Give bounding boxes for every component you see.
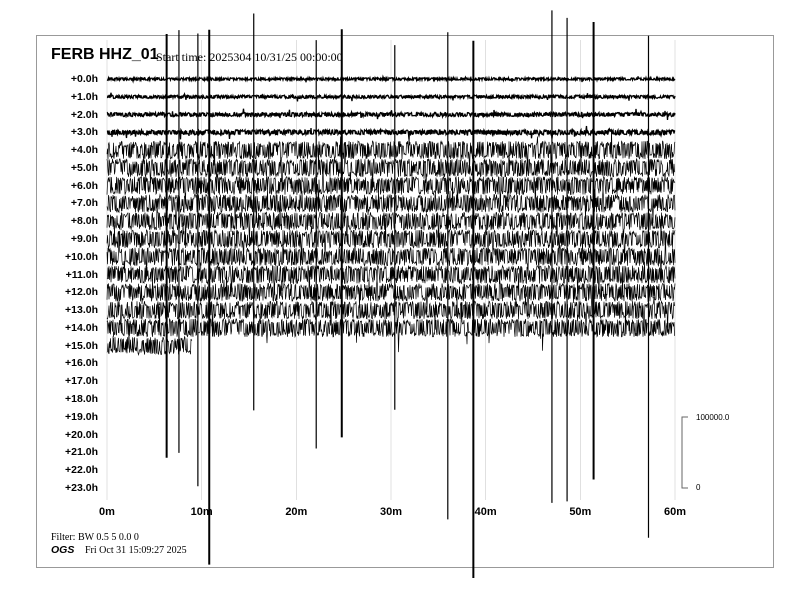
trace-row-3 <box>106 125 676 140</box>
plot-frame <box>36 35 774 568</box>
trace-row-13 <box>106 293 676 337</box>
trace-row-14 <box>106 301 675 353</box>
trace-row-6 <box>106 161 676 212</box>
trace-row-2 <box>106 108 676 120</box>
row-label: +20.0h <box>65 428 98 441</box>
row-label: +12.0h <box>65 286 98 299</box>
station-title: FERB HHZ_01 <box>51 46 159 63</box>
x-tick-label: 50m <box>569 506 592 518</box>
row-label: +16.0h <box>65 357 98 370</box>
org-label: OGS <box>51 544 75 556</box>
row-label: +2.0h <box>70 108 98 121</box>
x-tick-label: 30m <box>379 506 403 518</box>
row-label: +9.0h <box>70 233 98 246</box>
row-label: +1.0h <box>70 90 98 103</box>
row-label: +19.0h <box>65 410 98 423</box>
trace-row-10 <box>106 230 676 283</box>
start-time: Start time: 2025304 10/31/25 00:00:00 <box>156 50 343 64</box>
row-label: +23.0h <box>65 481 98 494</box>
row-label: +3.0h <box>70 126 98 139</box>
row-label: +4.0h <box>70 144 98 157</box>
row-label: +0.0h <box>70 73 98 85</box>
x-tick-label: 40m <box>474 506 497 518</box>
row-label: +5.0h <box>70 161 98 174</box>
row-label: +6.0h <box>70 179 98 192</box>
x-tick-label: 20m <box>285 506 308 518</box>
x-tick-label: 60m <box>663 506 687 518</box>
trace-row-0 <box>106 74 676 84</box>
trace-row-11 <box>106 259 676 296</box>
filter-text: Filter: BW 0.5 5 0.0 0 <box>51 532 139 543</box>
x-tick-label: 10m <box>190 506 213 518</box>
scale-top-label: 100000.0 <box>696 413 730 422</box>
row-label: +11.0h <box>65 268 98 281</box>
row-label: +22.0h <box>65 464 98 477</box>
row-label: +10.0h <box>65 250 98 263</box>
row-label: +17.0h <box>65 375 98 388</box>
trace-row-4 <box>106 128 676 173</box>
print-date: Fri Oct 31 15:09:27 2025 <box>85 545 187 556</box>
row-label: +21.0h <box>65 446 98 459</box>
row-label: +7.0h <box>70 197 98 210</box>
trace-row-7 <box>106 181 676 224</box>
trace-row-12 <box>106 270 676 320</box>
trace-row-9 <box>106 212 676 264</box>
trace-row-15 <box>106 329 193 356</box>
row-label: +13.0h <box>65 304 98 317</box>
row-label: +18.0h <box>65 393 98 406</box>
trace-row-5 <box>106 141 676 193</box>
row-label: +15.0h <box>65 339 98 352</box>
row-label: +14.0h <box>65 321 98 334</box>
amplitude-scale-bar <box>681 416 688 489</box>
trace-row-8 <box>106 202 676 249</box>
trace-row-1 <box>106 91 676 102</box>
row-label: +8.0h <box>70 215 98 228</box>
x-tick-label: 0m <box>99 506 115 518</box>
scale-bottom-label: 0 <box>696 483 701 492</box>
